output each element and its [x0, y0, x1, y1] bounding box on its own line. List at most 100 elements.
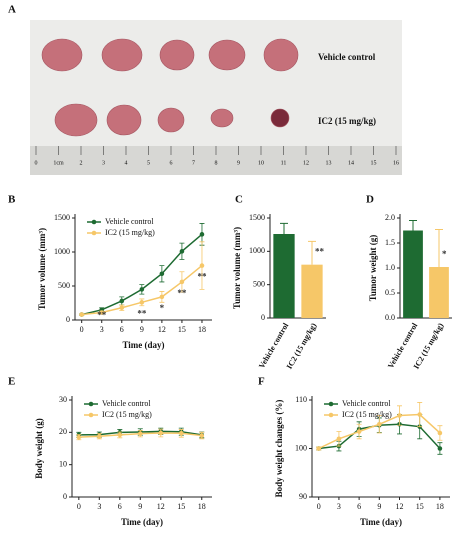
- point: [377, 421, 382, 427]
- x-tick-label: 18: [198, 502, 206, 511]
- x-tick-label: 12: [158, 325, 166, 334]
- point: [137, 431, 143, 436]
- annotation: **: [177, 288, 187, 298]
- x-tick-label: 6: [357, 502, 361, 511]
- x-tick-label: IC2 (15 mg/kg): [285, 321, 319, 370]
- x-tick-label: 15: [178, 325, 186, 334]
- legend-label: IC2 (15 mg/kg): [342, 410, 392, 419]
- point: [117, 432, 123, 438]
- ruler-label: 3: [102, 160, 105, 166]
- ruler-label: 1cm: [53, 160, 64, 166]
- point: [139, 300, 145, 305]
- legend-marker: [88, 401, 94, 407]
- y-axis-label: Tumor volume (mm³): [232, 227, 242, 309]
- x-tick-label: 12: [396, 502, 404, 511]
- ruler-label: 15: [371, 160, 377, 166]
- y-tick-label: 1.5: [385, 238, 395, 247]
- point: [356, 429, 362, 434]
- y-tick-label: 110: [295, 395, 307, 404]
- y-tick-label: 0: [66, 315, 70, 324]
- point: [178, 431, 184, 436]
- error-bar: [435, 229, 443, 267]
- row-label: Vehicle control: [318, 52, 376, 62]
- x-tick-label: 18: [436, 502, 444, 511]
- ruler-label: 5: [147, 160, 150, 166]
- panel-label: D: [366, 194, 374, 206]
- ruler-label: 10: [258, 160, 264, 166]
- x-axis-label: Time (day): [122, 340, 164, 350]
- legend-label: IC2 (15 mg/kg): [105, 228, 155, 237]
- y-axis-label: Tumor weight (g): [368, 235, 378, 302]
- y-tick-label: 1500: [249, 213, 265, 222]
- y-tick-label: 0.5: [385, 288, 395, 297]
- y-tick-label: 500: [58, 281, 70, 290]
- row-label: IC2 (15 mg/kg): [318, 116, 376, 126]
- x-tick-label: 15: [177, 502, 185, 511]
- x-tick-label: 0: [80, 325, 84, 334]
- y-tick-label: 0: [63, 492, 67, 501]
- y-tick-label: 20: [59, 427, 67, 436]
- y-axis-label: Body weight (g): [34, 418, 44, 479]
- legend-label: IC2 (15 mg/kg): [102, 410, 152, 419]
- point: [437, 446, 443, 451]
- point: [316, 446, 322, 451]
- error-bar: [409, 220, 417, 231]
- y-tick-label: 1000: [54, 247, 70, 256]
- y-tick-label: 500: [253, 279, 265, 288]
- annotation: **: [197, 272, 207, 282]
- x-axis-label: Time (day): [360, 517, 402, 527]
- y-tick-label: 0.0: [385, 313, 395, 322]
- panel-label: E: [8, 376, 15, 388]
- legend-marker: [328, 412, 334, 418]
- bar: [403, 230, 423, 318]
- bar: [301, 264, 323, 318]
- y-tick-label: 1000: [249, 246, 265, 255]
- y-tick-label: 30: [59, 395, 67, 404]
- point: [97, 433, 102, 439]
- point: [159, 271, 165, 277]
- y-tick-label: 1.0: [385, 263, 395, 272]
- point: [397, 413, 402, 418]
- y-axis-label: Tumor volume (mm³): [37, 228, 47, 310]
- point: [159, 294, 165, 300]
- x-tick-label: 15: [416, 502, 424, 511]
- point: [79, 312, 84, 317]
- point: [99, 310, 105, 315]
- panel-label: B: [8, 194, 16, 206]
- ruler-label: 6: [170, 160, 173, 166]
- panel-label: C: [235, 194, 243, 206]
- ruler-label: 13: [326, 160, 332, 166]
- point: [76, 434, 82, 440]
- x-tick-label: 6: [120, 325, 124, 334]
- error-bar: [280, 222, 288, 234]
- legend-marker: [91, 230, 97, 236]
- ruler-label: 4: [125, 160, 128, 166]
- error-bar: [308, 240, 316, 265]
- legend-label: Vehicle control: [105, 217, 154, 226]
- point: [139, 287, 145, 292]
- x-tick-label: 6: [118, 502, 122, 511]
- annotation: *: [442, 249, 447, 259]
- ruler-label: 16: [393, 160, 399, 166]
- y-tick-label: 2.0: [385, 213, 395, 222]
- bar: [429, 267, 449, 318]
- x-tick-label: 3: [100, 325, 104, 334]
- point: [179, 279, 185, 285]
- point: [119, 305, 125, 311]
- ruler-label: 12: [303, 160, 309, 166]
- x-tick-label: 3: [97, 502, 101, 511]
- x-tick-label: 0: [77, 502, 81, 511]
- y-tick-label: 90: [299, 492, 307, 501]
- point: [119, 298, 125, 304]
- point: [158, 430, 164, 436]
- ruler-label: 9: [237, 160, 240, 166]
- panel-label: F: [258, 376, 265, 388]
- ruler-label: 0: [35, 160, 38, 166]
- x-axis-label: Time (day): [121, 517, 163, 527]
- y-axis-label: Body weight changes (%): [274, 400, 284, 498]
- legend-marker: [328, 401, 334, 407]
- point: [336, 436, 342, 442]
- annotation: **: [97, 310, 107, 320]
- bar: [273, 234, 295, 318]
